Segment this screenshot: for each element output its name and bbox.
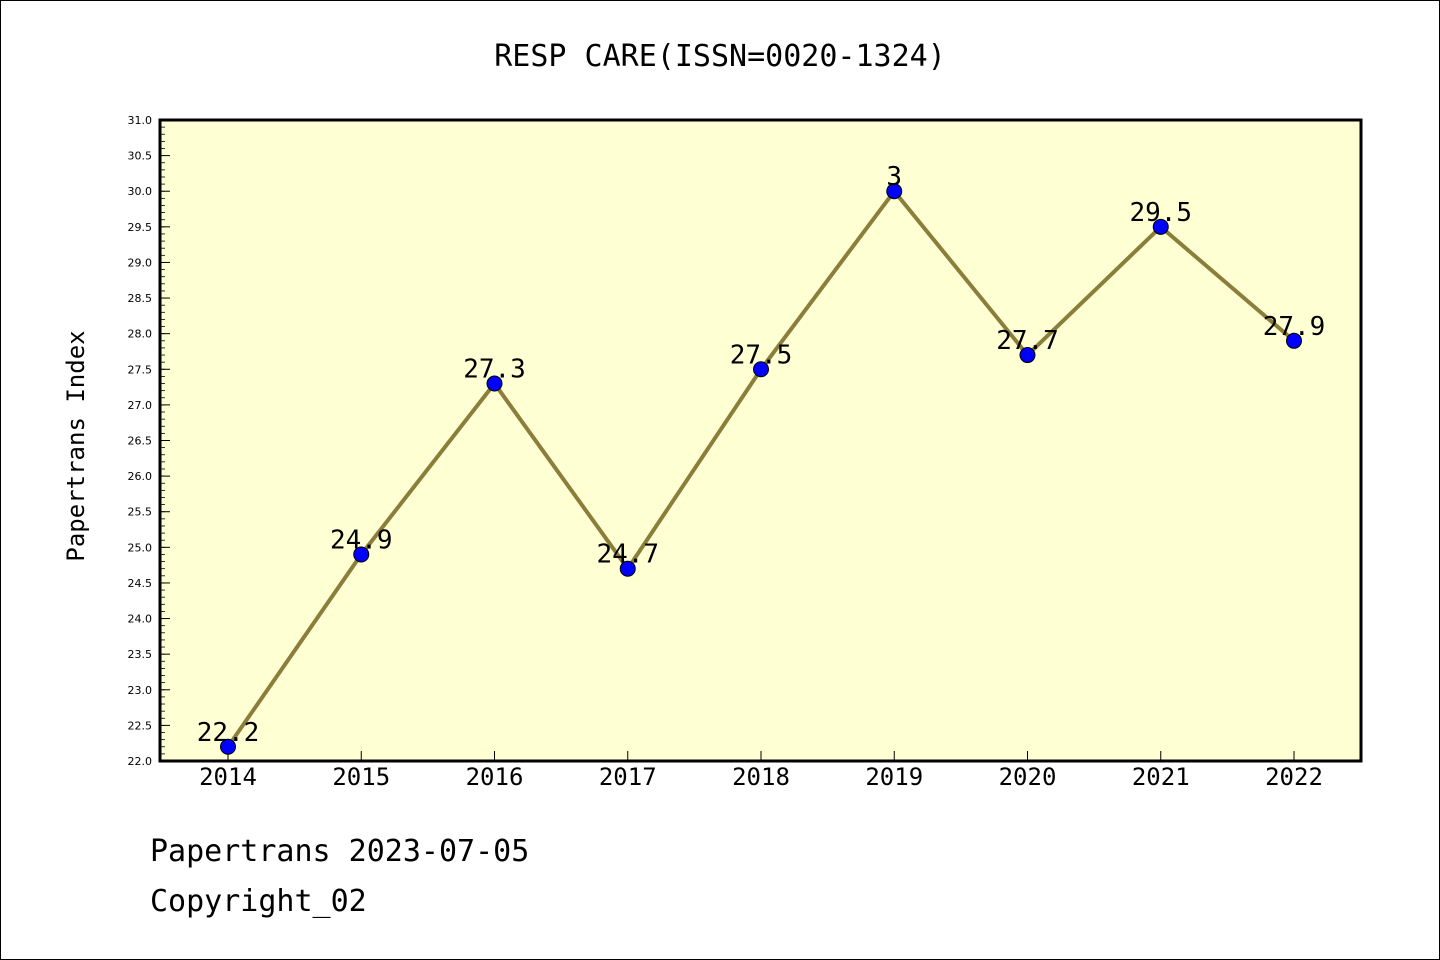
data-label: 24.9	[330, 525, 393, 555]
data-point-marker	[1019, 347, 1036, 364]
data-label: 24.7	[596, 540, 659, 570]
x-tick-label: 2019	[865, 763, 923, 791]
y-tick-label: 30.0	[128, 185, 153, 198]
y-tick-label: 27.5	[128, 363, 153, 376]
data-label: 27.5	[730, 340, 793, 370]
x-tick-label: 2015	[332, 763, 390, 791]
y-tick-label: 31.0	[128, 114, 153, 127]
data-point-marker	[220, 738, 236, 755]
y-tick-label: 28.5	[128, 292, 153, 305]
y-tick-label: 28.0	[128, 328, 153, 341]
y-tick-label: 27.0	[128, 399, 153, 412]
y-tick-label: 23.0	[128, 684, 153, 697]
y-tick-label: 29.5	[128, 221, 153, 234]
y-tick-label: 25.5	[128, 506, 153, 519]
x-tick-label: 2022	[1265, 763, 1323, 791]
data-point-marker	[1286, 332, 1302, 349]
y-tick-label: 30.5	[128, 150, 153, 163]
y-tick-label: 22.0	[128, 755, 153, 768]
data-points	[220, 183, 1302, 755]
y-tick-label: 25.0	[128, 541, 153, 554]
y-tick-label: 29.0	[128, 256, 153, 269]
y-tick-label: 24.5	[128, 577, 153, 590]
data-point-marker	[753, 361, 769, 378]
data-point-marker	[353, 546, 370, 563]
y-tick-label: 23.5	[128, 648, 153, 661]
x-tick-label: 2021	[1132, 763, 1190, 791]
y-tick-label: 24.0	[128, 613, 153, 626]
data-label: 27.3	[463, 355, 526, 385]
footer-date: Papertrans 2023-07-05	[150, 834, 530, 869]
data-point-marker	[886, 183, 903, 200]
x-tick-label: 2020	[999, 763, 1057, 791]
data-labels: 22.2 24.9 27.3 24.7 27.5 3 27.7 29.5 27.9	[197, 162, 1326, 748]
y-tick-label: 26.5	[128, 435, 153, 448]
data-point-marker	[619, 560, 636, 577]
x-tick-label: 2018	[732, 763, 790, 791]
data-label: 3	[886, 162, 902, 192]
chart-title: RESP CARE(ISSN=0020-1324)	[494, 39, 946, 74]
x-tick-label: 2014	[199, 763, 257, 791]
x-tick-label: 2017	[599, 763, 657, 791]
data-point-marker	[486, 375, 503, 392]
data-label: 29.5	[1129, 198, 1192, 228]
footer-copyright: Copyright_02	[150, 884, 367, 919]
y-tick-label: 22.5	[128, 719, 153, 732]
data-label: 27.9	[1263, 312, 1326, 342]
data-label: 22.2	[197, 718, 260, 748]
data-point-marker	[1152, 218, 1169, 235]
y-axis-label: Papertrans Index	[62, 330, 90, 561]
axis-ticks: 22.0 22.5 23.0 23.5 24.0 24.5 25.0 25.5 26.0 26.5…	[128, 114, 1323, 791]
plot-border	[158, 118, 1363, 763]
x-tick-label: 2016	[466, 763, 524, 791]
y-tick-label: 26.0	[128, 470, 153, 483]
data-label: 27.7	[996, 326, 1059, 356]
